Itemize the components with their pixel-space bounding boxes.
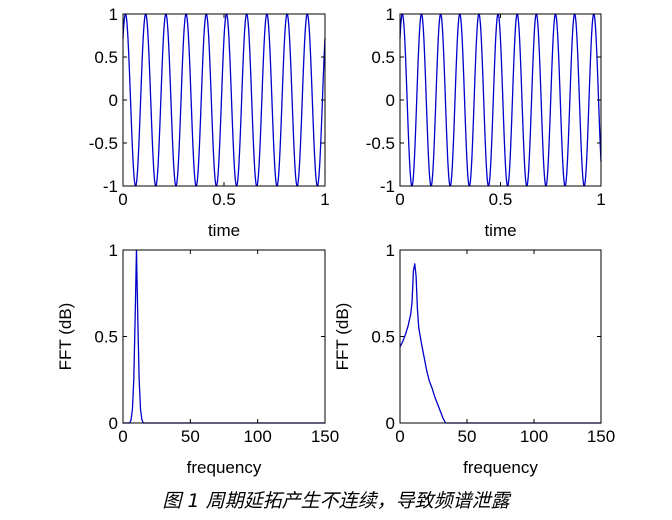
y-tick-label: 0 <box>386 91 395 110</box>
y-tick-label: 0.5 <box>94 328 118 347</box>
x-tick-label: 1 <box>320 190 329 209</box>
x-tick-label: 0.5 <box>489 190 513 209</box>
y-tick-label: -1 <box>103 177 118 196</box>
y-axis-label: FFT (dB) <box>56 303 75 371</box>
y-tick-label: 0 <box>386 414 395 433</box>
x-tick-label: 1 <box>596 190 605 209</box>
x-axis-label: frequency <box>187 458 262 477</box>
axes-box <box>399 249 602 424</box>
series-line <box>399 263 601 424</box>
x-tick-label: 150 <box>311 427 339 446</box>
x-tick-label: 100 <box>243 427 271 446</box>
x-tick-label: 0 <box>118 190 127 209</box>
y-tick-label: -1 <box>380 177 395 196</box>
x-tick-label: 0 <box>395 190 404 209</box>
x-axis-label: time <box>208 221 240 240</box>
x-tick-label: 0 <box>395 427 404 446</box>
series-line <box>399 13 602 187</box>
x-axis-label: time <box>484 221 516 240</box>
y-tick-label: 0.5 <box>371 328 395 347</box>
y-tick-label: 0 <box>109 414 118 433</box>
y-tick-label: -0.5 <box>366 134 395 153</box>
x-tick-label: 50 <box>458 427 477 446</box>
x-tick-label: 150 <box>587 427 615 446</box>
y-tick-label: 0.5 <box>94 48 118 67</box>
subplot-fft-right: 0 50 100 150 0 0.5 1 frequency FFT (dB) <box>333 241 615 477</box>
x-tick-label: 50 <box>181 427 200 446</box>
figure-caption: 图 1 周期延拓产生不连续，导致频谱泄露 <box>162 490 511 512</box>
y-tick-label: -0.5 <box>89 134 118 153</box>
subplot-time-left: 0 0.5 1 -1 -0.5 0 0.5 1 time <box>89 5 330 240</box>
x-tick-label: 0 <box>118 427 127 446</box>
y-tick-label: 1 <box>109 241 118 260</box>
x-tick-label: 0.5 <box>212 190 236 209</box>
series-line <box>122 13 326 187</box>
subplot-fft-left: 0 50 100 150 0 0.5 1 frequency FFT (dB) <box>56 241 339 477</box>
x-tick-label: 100 <box>520 427 548 446</box>
series-line <box>123 249 325 424</box>
y-tick-label: 1 <box>109 5 118 24</box>
axes-box <box>122 249 326 424</box>
y-tick-label: 1 <box>386 5 395 24</box>
y-tick-label: 0 <box>109 91 118 110</box>
x-axis-label: frequency <box>463 458 538 477</box>
y-axis-label: FFT (dB) <box>333 303 352 371</box>
y-tick-label: 1 <box>386 241 395 260</box>
subplot-time-right: 0 0.5 1 -1 -0.5 0 0.5 1 time <box>366 5 606 240</box>
y-tick-label: 0.5 <box>371 48 395 67</box>
